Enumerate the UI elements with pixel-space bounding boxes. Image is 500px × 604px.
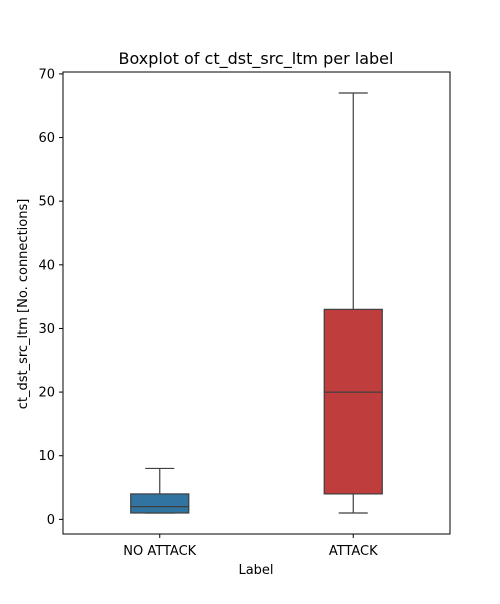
y-tick-label: 60 [38, 131, 55, 146]
plot-area: 0 10 20 30 40 50 60 70 NO ATTACK ATTACK [38, 67, 451, 559]
y-tick-label: 30 [38, 322, 55, 337]
y-tick-label: 20 [38, 386, 55, 401]
box-no-attack [130, 493, 190, 514]
y-axis-label: ct_dst_src_ltm [No. connections] [16, 199, 31, 410]
chart-title: Boxplot of ct_dst_src_ltm per label [119, 49, 394, 69]
y-tick-label: 50 [38, 195, 55, 210]
y-tick-label: 70 [38, 67, 55, 82]
y-tick-label: 0 [47, 513, 55, 528]
x-tick-label: ATTACK [329, 544, 378, 559]
y-tick-label: 10 [38, 449, 55, 464]
x-tick-label: NO ATTACK [123, 544, 196, 559]
box-attack [323, 308, 383, 495]
y-tick-label: 40 [38, 258, 55, 273]
x-axis-label: Label [238, 563, 273, 578]
axes-frame [62, 71, 451, 535]
